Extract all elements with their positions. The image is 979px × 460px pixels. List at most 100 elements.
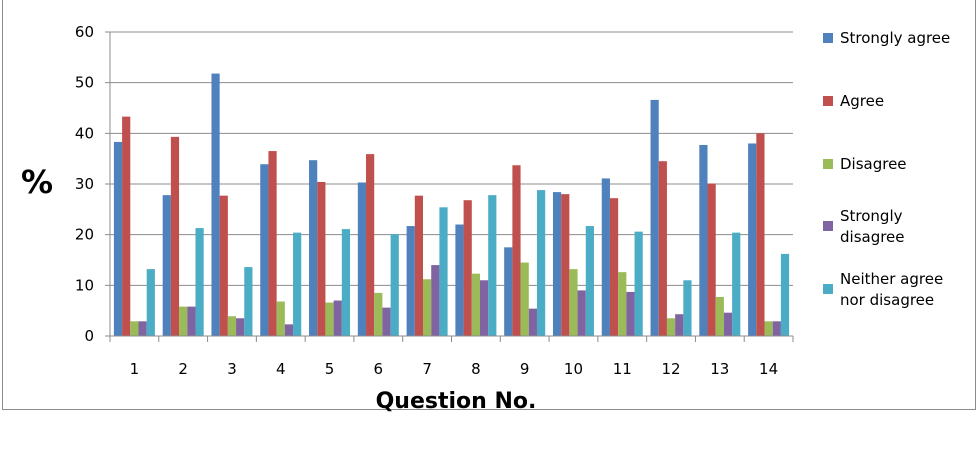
bar <box>284 324 294 336</box>
bar <box>455 224 464 336</box>
bar <box>715 296 724 336</box>
legend-swatch <box>823 221 833 231</box>
bar <box>780 253 790 336</box>
bar <box>179 306 188 336</box>
legend-swatch <box>823 159 833 169</box>
y-tick-label: 40 <box>75 124 94 142</box>
legend-label: disagree <box>840 228 905 246</box>
bar <box>756 133 765 336</box>
bar <box>227 316 237 336</box>
bar <box>195 228 204 336</box>
bar <box>471 273 480 336</box>
bar <box>618 272 627 336</box>
bar <box>609 198 619 336</box>
x-tick-label: 7 <box>422 360 432 378</box>
bar <box>219 195 228 336</box>
bar <box>382 307 391 336</box>
bar <box>414 195 424 336</box>
x-axis-title: Question No. <box>376 389 537 414</box>
bar <box>675 314 684 336</box>
x-tick-label: 8 <box>471 360 481 378</box>
bar <box>707 183 716 336</box>
bar <box>423 279 432 336</box>
y-tick-label: 30 <box>75 175 94 193</box>
y-tick-label: 50 <box>75 74 94 92</box>
bar <box>390 234 399 336</box>
bar <box>162 195 171 336</box>
bar <box>138 321 147 336</box>
bar <box>723 312 733 336</box>
x-tick-label: 11 <box>613 360 632 378</box>
bar <box>374 292 383 336</box>
bar <box>732 232 741 336</box>
legend: Strongly agree Agree Disagree Strongly disag… <box>823 29 950 309</box>
bar <box>528 308 537 336</box>
bar <box>260 164 269 336</box>
bar <box>463 200 472 336</box>
x-tick-label: 1 <box>130 360 140 378</box>
bar <box>585 226 594 336</box>
legend-label: nor disagree <box>840 291 934 309</box>
bar <box>146 269 155 336</box>
bar <box>512 165 521 336</box>
bar <box>504 247 513 336</box>
x-tick-label: 14 <box>759 360 778 378</box>
bars <box>113 73 790 337</box>
bar <box>431 265 440 336</box>
y-tick-label: 20 <box>75 226 94 244</box>
bar <box>236 318 245 336</box>
x-tick-label: 3 <box>227 360 237 378</box>
bar <box>293 232 302 336</box>
x-tick-label: 5 <box>325 360 335 378</box>
legend-label: Strongly <box>840 207 903 225</box>
bar <box>122 116 131 336</box>
bar <box>683 280 692 336</box>
bar <box>276 301 285 336</box>
legend-swatch <box>823 33 833 43</box>
bar <box>244 267 253 336</box>
bar <box>211 73 220 337</box>
legend-label: Strongly agree <box>840 29 950 47</box>
bar <box>650 99 659 336</box>
bar <box>626 291 635 336</box>
bar <box>341 229 351 336</box>
bar <box>536 190 546 336</box>
y-tick-label: 60 <box>75 23 94 41</box>
legend-label: Neither agree <box>840 270 943 288</box>
x-tick-label: 9 <box>520 360 530 378</box>
bar <box>130 321 139 336</box>
bar <box>268 151 277 336</box>
bar <box>170 136 180 336</box>
bar <box>764 321 773 336</box>
bar <box>366 154 375 336</box>
bar <box>187 306 196 336</box>
bar <box>561 194 570 336</box>
bar <box>658 161 667 336</box>
bar <box>439 207 448 336</box>
x-tick-label: 6 <box>374 360 384 378</box>
legend-swatch <box>823 284 833 294</box>
x-tick-label: 13 <box>710 360 729 378</box>
bar <box>113 141 123 336</box>
bar <box>699 144 708 336</box>
bar <box>479 280 489 336</box>
bar <box>520 262 529 336</box>
bar <box>601 178 610 336</box>
y-tick-label: 0 <box>84 327 94 345</box>
bar <box>488 195 497 336</box>
x-tick-label: 12 <box>661 360 680 378</box>
bar <box>309 160 318 336</box>
y-tick-label: 10 <box>75 276 94 294</box>
bar <box>357 182 367 336</box>
chart-frame <box>2 0 976 410</box>
bar <box>577 290 586 336</box>
legend-swatch <box>823 96 833 106</box>
x-tick-label: 4 <box>276 360 286 378</box>
bar <box>333 300 342 336</box>
legend-label: Agree <box>840 92 884 110</box>
x-tick-label: 10 <box>564 360 583 378</box>
legend-label: Disagree <box>840 155 907 173</box>
bar <box>772 321 781 336</box>
